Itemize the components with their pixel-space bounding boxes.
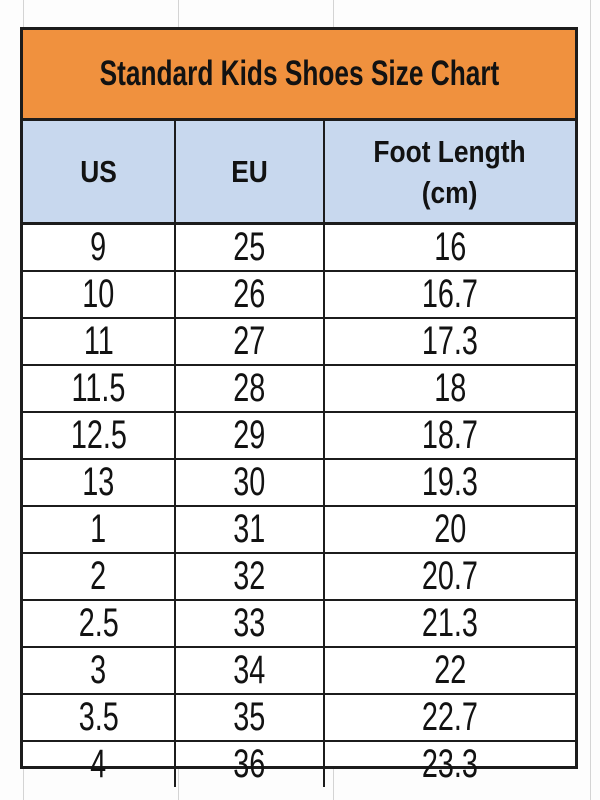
header-eu-label: EU bbox=[231, 153, 268, 189]
cell-eu-size: 31 bbox=[176, 507, 325, 552]
header-foot-length-label: Foot Length (cm) bbox=[373, 133, 527, 210]
table-row: 3.5 35 22.7 bbox=[23, 693, 575, 740]
cell-us-size: 1 bbox=[23, 507, 176, 552]
cell-eu-size: 32 bbox=[176, 554, 325, 599]
cell-foot-length: 17.3 bbox=[421, 319, 479, 363]
table-body: 9 25 16 10 26 16.7 11 27 17.3 11.5 28 18… bbox=[23, 225, 575, 787]
cell-us-size: 12.5 bbox=[23, 413, 176, 458]
cell-eu-size: 34 bbox=[176, 648, 325, 693]
cell-foot-length: 18 bbox=[433, 366, 467, 410]
header-foot-length: Foot Length (cm) bbox=[325, 121, 575, 222]
table-row: 9 25 16 bbox=[23, 225, 575, 270]
table-row: 10 26 16.7 bbox=[23, 270, 575, 317]
table-header-row: US EU Foot Length (cm) bbox=[23, 121, 575, 225]
cell-us-size: 2.5 bbox=[23, 601, 176, 646]
table-row: 4 36 23.3 bbox=[23, 740, 575, 787]
header-us-label: US bbox=[80, 153, 117, 189]
table-row: 2 32 20.7 bbox=[23, 552, 575, 599]
spreadsheet-gridline bbox=[590, 0, 591, 800]
cell-eu-size: 28 bbox=[176, 366, 325, 411]
cell-us-size: 3.5 bbox=[23, 695, 176, 740]
table-row: 2.5 33 21.3 bbox=[23, 599, 575, 646]
cell-foot-length: 16 bbox=[433, 225, 467, 269]
table-row: 13 30 19.3 bbox=[23, 458, 575, 505]
table-title: Standard Kids Shoes Size Chart bbox=[99, 54, 499, 93]
cell-eu-size: 26 bbox=[176, 272, 325, 317]
cell-foot-length: 20 bbox=[433, 507, 467, 551]
cell-us-size: 9 bbox=[23, 225, 176, 270]
cell-us-size: 13 bbox=[23, 460, 176, 505]
cell-us-size: 11 bbox=[23, 319, 176, 364]
table-row: 1 31 20 bbox=[23, 505, 575, 552]
cell-us-size: 3 bbox=[23, 648, 176, 693]
cell-foot-length: 18.7 bbox=[421, 413, 479, 457]
cell-us-size: 11.5 bbox=[23, 366, 176, 411]
cell-eu-size: 35 bbox=[176, 695, 325, 740]
header-us: US bbox=[23, 121, 176, 222]
table-title-banner: Standard Kids Shoes Size Chart bbox=[23, 30, 575, 121]
cell-us-size: 4 bbox=[23, 742, 176, 787]
cell-foot-length: 21.3 bbox=[421, 601, 479, 645]
header-eu: EU bbox=[176, 121, 325, 222]
cell-eu-size: 29 bbox=[176, 413, 325, 458]
cell-eu-size: 33 bbox=[176, 601, 325, 646]
cell-eu-size: 30 bbox=[176, 460, 325, 505]
cell-eu-size: 27 bbox=[176, 319, 325, 364]
cell-us-size: 2 bbox=[23, 554, 176, 599]
table-row: 11.5 28 18 bbox=[23, 364, 575, 411]
cell-foot-length: 19.3 bbox=[421, 460, 479, 504]
cell-foot-length: 20.7 bbox=[421, 554, 479, 598]
table-row: 3 34 22 bbox=[23, 646, 575, 693]
table-row: 12.5 29 18.7 bbox=[23, 411, 575, 458]
table-row: 11 27 17.3 bbox=[23, 317, 575, 364]
cell-us-size: 10 bbox=[23, 272, 176, 317]
size-chart-table: Standard Kids Shoes Size Chart US EU Foo… bbox=[20, 27, 578, 787]
cell-eu-size: 36 bbox=[176, 742, 325, 787]
cell-foot-length: 22.7 bbox=[421, 695, 479, 739]
cell-eu-size: 25 bbox=[176, 225, 325, 270]
cell-foot-length: 22 bbox=[433, 648, 467, 692]
cell-foot-length: 16.7 bbox=[421, 272, 479, 316]
cell-foot-length: 23.3 bbox=[421, 742, 479, 786]
